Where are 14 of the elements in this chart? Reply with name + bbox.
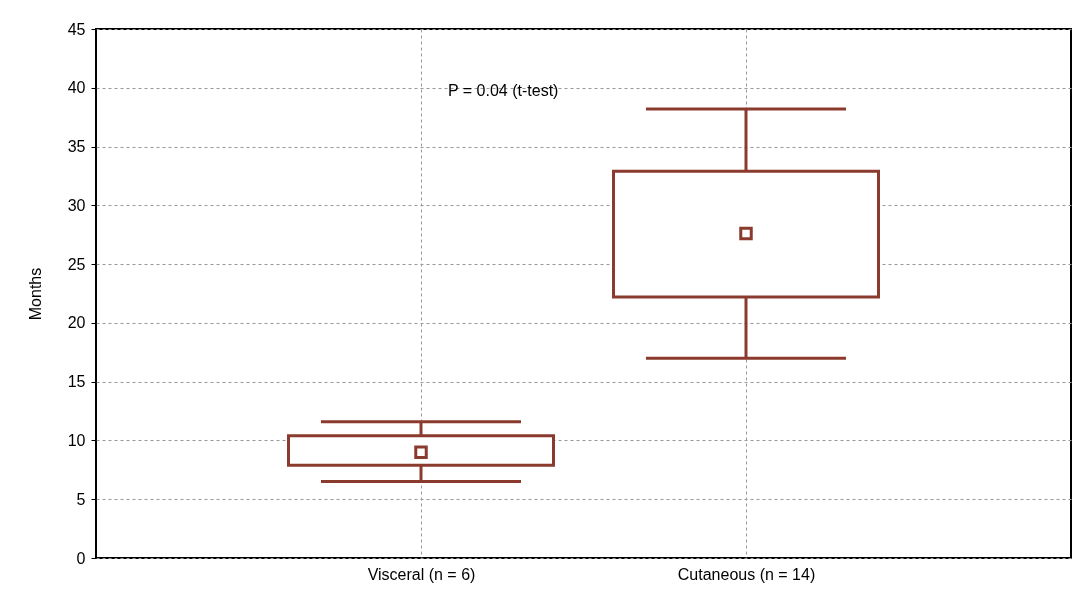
y-tick-label: 25: [67, 255, 86, 273]
y-tick-label: 5: [76, 490, 86, 508]
y-tick-label: 0: [76, 549, 86, 567]
y-tick-label: 35: [67, 138, 86, 156]
y-tick-label: 30: [67, 196, 86, 214]
x-tick-label: Cutaneous (n = 14): [677, 565, 816, 583]
y-axis-title: Months: [26, 267, 44, 321]
y-tick-label: 10: [67, 431, 86, 449]
annotation: P = 0.04 (t-test): [448, 82, 559, 99]
y-tick-label: 20: [67, 314, 86, 332]
y-tick-label: 40: [67, 79, 86, 97]
y-tick-label: 15: [67, 373, 86, 391]
x-tick-label: Visceral (n = 6): [367, 565, 476, 583]
y-tick-label: 45: [67, 20, 86, 38]
